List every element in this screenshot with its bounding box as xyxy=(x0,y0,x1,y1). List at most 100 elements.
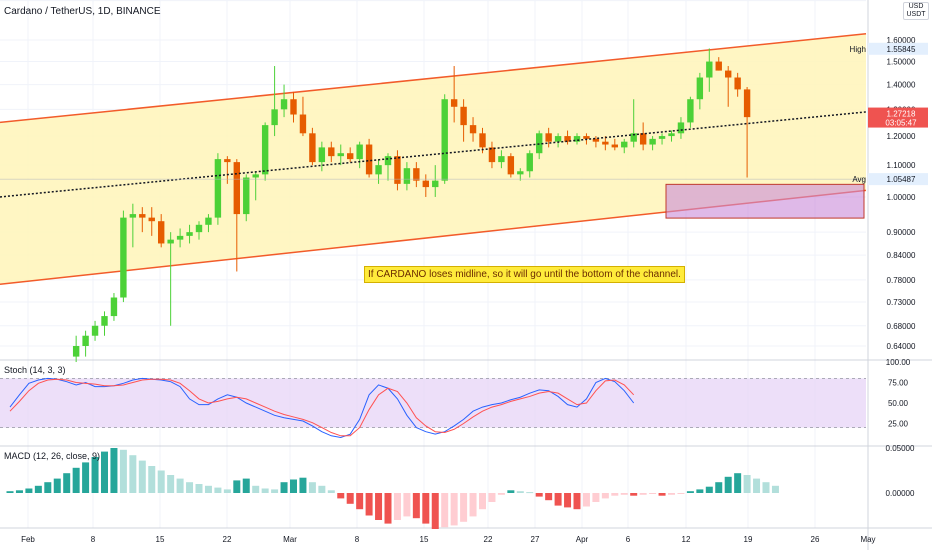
macd-bar xyxy=(63,473,71,493)
price-tick-label: 1.00000 xyxy=(887,193,916,202)
candle-body[interactable] xyxy=(261,125,269,175)
candle-body[interactable] xyxy=(224,159,231,163)
candle-body[interactable] xyxy=(101,316,108,326)
price-tick-label: 1.50000 xyxy=(887,58,916,67)
macd-bar xyxy=(280,482,288,493)
candle-body[interactable] xyxy=(82,335,89,346)
candle-body[interactable] xyxy=(186,232,193,236)
candle-body[interactable] xyxy=(252,174,259,178)
candle-body[interactable] xyxy=(148,217,155,222)
candle-body[interactable] xyxy=(658,136,666,139)
candle-body[interactable] xyxy=(725,70,732,78)
candle-body[interactable] xyxy=(554,136,562,142)
candle-body[interactable] xyxy=(649,138,656,145)
price-tick-label: 0.90000 xyxy=(887,228,916,237)
macd-bar xyxy=(346,493,354,504)
candle-body[interactable] xyxy=(630,133,637,142)
candle-body[interactable] xyxy=(526,153,533,172)
price-tick-label: 1.40000 xyxy=(887,81,916,90)
candle-body[interactable] xyxy=(337,153,344,157)
candle-body[interactable] xyxy=(394,156,401,184)
macd-bar xyxy=(620,493,628,495)
candle-body[interactable] xyxy=(413,168,420,181)
macd-bar xyxy=(82,462,90,493)
candle-body[interactable] xyxy=(403,168,411,184)
candle-body[interactable] xyxy=(734,77,741,90)
candle-body[interactable] xyxy=(687,99,694,123)
candle-body[interactable] xyxy=(347,153,354,160)
price-tick-label: 0.64000 xyxy=(887,342,916,351)
candle-body[interactable] xyxy=(167,239,174,244)
channel-annotation[interactable]: If CARDANO loses midline, so it will go … xyxy=(364,266,685,283)
time-tick-label: 15 xyxy=(156,535,165,544)
candle-body[interactable] xyxy=(91,325,99,336)
candle-body[interactable] xyxy=(621,141,628,148)
candle-body[interactable] xyxy=(507,156,515,175)
candle-body[interactable] xyxy=(592,138,600,142)
time-tick-label: 27 xyxy=(531,535,540,544)
candle-body[interactable] xyxy=(479,133,486,148)
candle-body[interactable] xyxy=(375,165,382,175)
candle-body[interactable] xyxy=(564,136,571,142)
candle-body[interactable] xyxy=(110,297,118,317)
candle-body[interactable] xyxy=(309,133,316,163)
candle-body[interactable] xyxy=(318,147,326,163)
candle-body[interactable] xyxy=(280,99,288,110)
candle-body[interactable] xyxy=(214,159,222,218)
candle-body[interactable] xyxy=(176,235,184,240)
macd-bar xyxy=(658,493,666,496)
candle-body[interactable] xyxy=(706,61,713,78)
currency-selector[interactable]: USD USDT xyxy=(903,2,929,20)
candle-body[interactable] xyxy=(469,125,477,134)
macd-bar xyxy=(223,489,231,493)
candle-body[interactable] xyxy=(120,217,127,298)
candle-body[interactable] xyxy=(602,141,609,145)
candle-body[interactable] xyxy=(432,180,439,188)
candle-body[interactable] xyxy=(696,77,704,100)
candle-body[interactable] xyxy=(441,99,448,181)
time-tick-label: 8 xyxy=(355,535,360,544)
candle-body[interactable] xyxy=(715,61,722,71)
candle-body[interactable] xyxy=(498,156,505,163)
candle-body[interactable] xyxy=(290,99,297,115)
channel-upper-line[interactable] xyxy=(0,33,867,124)
candle-body[interactable] xyxy=(583,136,590,139)
avg-value: 1.05487 xyxy=(887,175,916,184)
candle-body[interactable] xyxy=(195,224,203,233)
candle-body[interactable] xyxy=(668,133,675,137)
candle-body[interactable] xyxy=(488,147,496,163)
candle-body[interactable] xyxy=(72,346,80,357)
candle-body[interactable] xyxy=(158,221,165,244)
candle-body[interactable] xyxy=(356,144,363,160)
price-axis[interactable]: 1.600001.500001.400001.300001.200001.100… xyxy=(887,36,916,351)
candle-body[interactable] xyxy=(243,177,250,215)
candle-body[interactable] xyxy=(460,106,467,126)
candle-body[interactable] xyxy=(517,171,524,175)
candle-body[interactable] xyxy=(205,217,212,225)
candle-body[interactable] xyxy=(611,144,618,148)
candle-body[interactable] xyxy=(365,144,373,175)
macd-bar xyxy=(601,493,609,499)
candle-body[interactable] xyxy=(639,133,647,145)
candle-body[interactable] xyxy=(384,156,392,166)
candle-body[interactable] xyxy=(545,133,552,142)
time-axis[interactable]: Feb 8 15 22 Mar 8 15 22 27 Apr 6 12 19 26 May xyxy=(21,535,875,544)
price-tick-label: 1.10000 xyxy=(887,161,916,170)
target-zone-box[interactable] xyxy=(665,183,865,219)
candle-body[interactable] xyxy=(233,162,240,215)
candle-body[interactable] xyxy=(139,214,146,218)
candle-body[interactable] xyxy=(271,109,278,126)
candle-body[interactable] xyxy=(573,136,581,142)
candle-body[interactable] xyxy=(129,214,137,218)
candle-body[interactable] xyxy=(299,114,307,134)
macd-bar xyxy=(724,476,732,493)
candle-body[interactable] xyxy=(422,180,429,188)
countdown: 03:05:47 xyxy=(885,119,917,128)
candle-body[interactable] xyxy=(677,122,685,134)
channel-midline[interactable] xyxy=(0,111,867,198)
candle-body[interactable] xyxy=(450,99,458,107)
candle-body[interactable] xyxy=(743,89,751,118)
candle-body[interactable] xyxy=(328,147,335,157)
candle-body[interactable] xyxy=(536,133,543,154)
